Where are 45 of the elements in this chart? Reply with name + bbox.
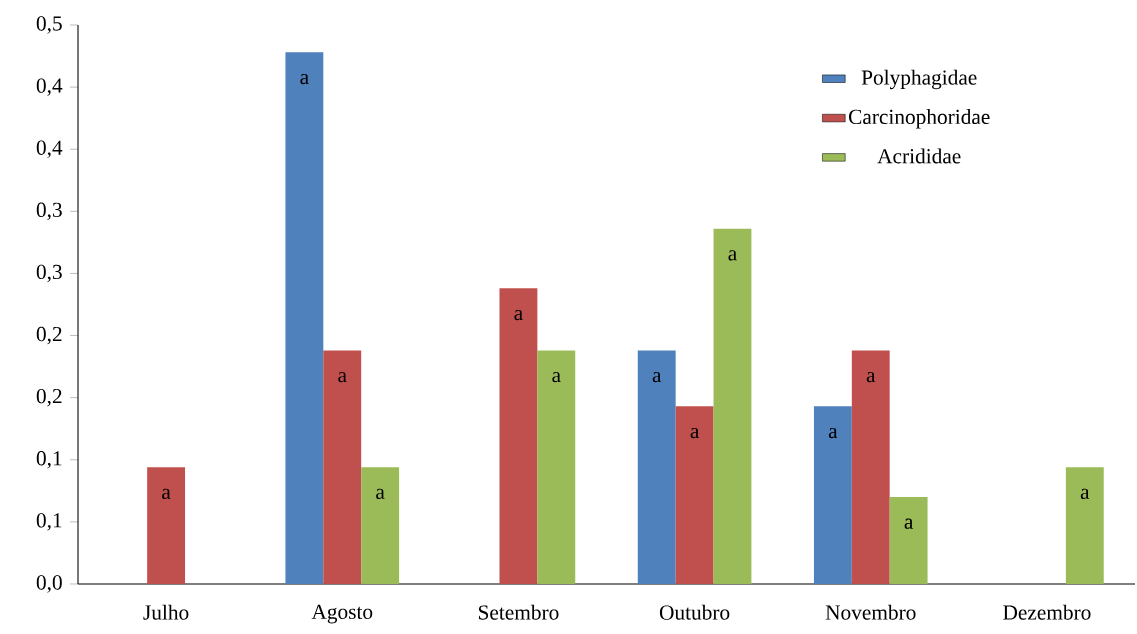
data-label: a bbox=[338, 372, 347, 383]
bar bbox=[499, 288, 538, 584]
data-label: a bbox=[162, 488, 171, 500]
data-label: a bbox=[652, 372, 662, 383]
legend-label: Acrididae bbox=[877, 148, 961, 164]
data-label: a bbox=[1080, 488, 1090, 500]
y-tick-label: 0,5 bbox=[36, 16, 62, 34]
x-tick-label: Setembro bbox=[478, 604, 559, 620]
x-tick-label: Julho bbox=[143, 604, 189, 620]
y-tick-label: 0,4 bbox=[36, 140, 63, 158]
data-label: a bbox=[866, 372, 876, 383]
data-label: a bbox=[552, 372, 561, 383]
bar bbox=[323, 350, 362, 584]
data-label: a bbox=[514, 309, 523, 321]
x-tick-label: Dezembro bbox=[1003, 604, 1091, 620]
data-label: a bbox=[376, 488, 385, 500]
bar bbox=[813, 406, 852, 584]
y-tick-label: 0,1 bbox=[36, 451, 62, 469]
y-tick-label: 0,4 bbox=[36, 78, 63, 96]
x-tick-label: Outubro bbox=[659, 604, 730, 620]
y-tick-label: 0,0 bbox=[36, 575, 62, 593]
bar bbox=[675, 406, 714, 584]
bar bbox=[147, 467, 186, 584]
bar bbox=[851, 350, 890, 584]
y-tick-label: 0,2 bbox=[36, 326, 62, 345]
bar bbox=[1065, 467, 1104, 584]
bar bbox=[889, 497, 928, 584]
legend-label: Carcinophoridae bbox=[849, 109, 990, 129]
bar bbox=[713, 228, 752, 584]
x-tick-label: Agosto bbox=[311, 604, 373, 624]
y-tick-label: 0,3 bbox=[36, 264, 62, 283]
bar bbox=[637, 350, 676, 584]
y-tick-label: 0,2 bbox=[36, 388, 62, 407]
bar bbox=[537, 350, 576, 584]
bar bbox=[361, 467, 400, 584]
data-label: a bbox=[904, 518, 914, 529]
data-label: a bbox=[300, 73, 309, 85]
y-tick-label: 0,1 bbox=[36, 513, 62, 531]
y-tick-label: 0,3 bbox=[36, 202, 62, 221]
x-tick-label: Novembro bbox=[825, 604, 916, 620]
bar bbox=[285, 52, 324, 584]
data-label: a bbox=[690, 427, 700, 439]
data-label: a bbox=[828, 427, 838, 439]
data-label: a bbox=[728, 250, 737, 261]
legend-label: Polyphagidae bbox=[861, 69, 977, 90]
